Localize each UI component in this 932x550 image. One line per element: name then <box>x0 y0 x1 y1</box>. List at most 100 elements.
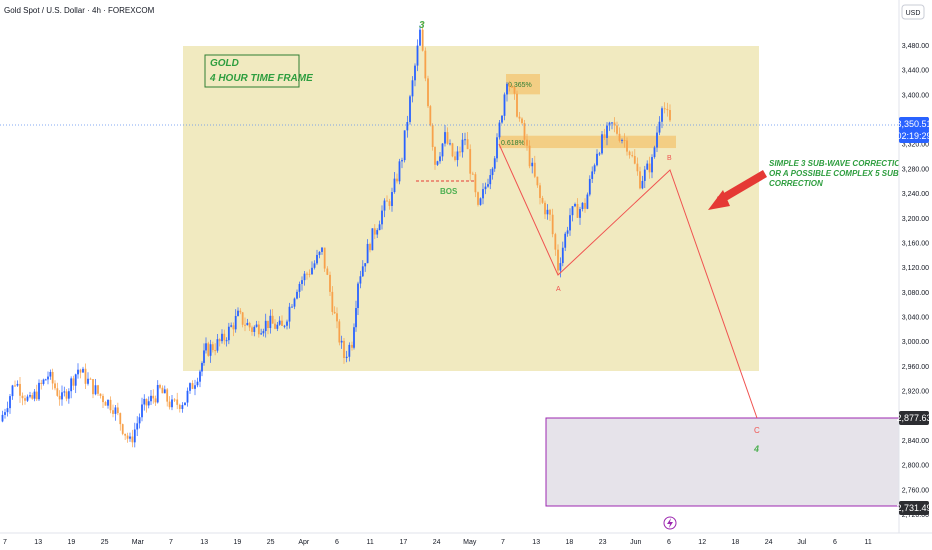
candle-body <box>298 283 301 292</box>
candle-body <box>4 412 6 415</box>
candle-body <box>516 93 518 117</box>
candle-body <box>293 298 296 307</box>
candle-body <box>230 325 233 327</box>
candle-body <box>414 65 416 81</box>
candle-body <box>173 399 176 401</box>
candle-body <box>431 125 434 148</box>
candle-body <box>603 134 606 138</box>
candle-body <box>584 202 586 209</box>
candle-body <box>166 389 169 402</box>
price-axis-panel <box>899 0 932 550</box>
candle-body <box>345 356 348 359</box>
candle-body <box>669 110 671 121</box>
y-tick-label: 3,160.00 <box>902 240 929 247</box>
candle-body <box>621 139 623 141</box>
candle-body <box>454 156 456 161</box>
candle-body <box>126 435 129 439</box>
candle-body <box>63 391 66 393</box>
y-tick-label: 3,000.00 <box>902 339 929 346</box>
candle-body <box>207 343 210 356</box>
candle-body <box>246 322 249 326</box>
candle-body <box>586 194 589 209</box>
candle-body <box>658 121 661 133</box>
correction-note-line-3: CORRECTION <box>769 179 823 188</box>
y-tick-label: 2,720.00 <box>902 512 929 519</box>
x-tick-label: 6 <box>335 539 339 546</box>
x-tick-label: 25 <box>267 539 275 546</box>
candle-body <box>484 186 487 190</box>
y-tick-label: 3,280.00 <box>902 166 929 173</box>
candle-body <box>364 263 367 267</box>
currency-button[interactable] <box>901 4 925 20</box>
candle-body <box>269 315 272 329</box>
candle-body <box>641 180 644 189</box>
y-tick-label: 3,040.00 <box>902 315 929 322</box>
candle-body <box>559 263 562 271</box>
candle-body <box>434 147 436 165</box>
candle-body <box>129 436 131 439</box>
candle-body <box>1 414 4 422</box>
red-arrow-icon <box>708 170 767 210</box>
candle-body <box>355 308 357 328</box>
candle-body <box>49 371 52 377</box>
candle-body <box>518 116 521 119</box>
candle-body <box>386 200 388 202</box>
target-bottom-tag: 2,731.49 <box>896 501 932 515</box>
candle-body <box>441 143 444 157</box>
candle-body <box>646 163 649 170</box>
candle-body <box>554 234 557 250</box>
candle-body <box>264 320 267 332</box>
candle-body <box>218 339 221 342</box>
candle-body <box>601 134 603 154</box>
y-tick-label: 3,240.00 <box>902 191 929 198</box>
y-tick-label: 3,400.00 <box>902 92 929 99</box>
x-tick-label: 24 <box>433 539 441 546</box>
y-tick-label: 3,120.00 <box>902 265 929 272</box>
candle-body <box>296 291 298 299</box>
candle-body <box>369 243 371 251</box>
x-tick-label: 17 <box>400 539 408 546</box>
candle-body <box>308 273 311 275</box>
fib-box <box>499 135 676 149</box>
candle-body <box>225 340 228 342</box>
candle-body <box>566 230 569 234</box>
candle-body <box>489 175 492 185</box>
candle-body <box>131 436 134 443</box>
candle-body <box>544 202 546 215</box>
candle-body <box>181 405 184 409</box>
candle-body <box>419 29 421 46</box>
x-tick-label: 23 <box>599 539 607 546</box>
candle-body <box>366 243 369 264</box>
candle-body <box>51 371 54 384</box>
candle-body <box>241 312 244 325</box>
x-tick-label: 19 <box>68 539 76 546</box>
candle-body <box>211 344 214 351</box>
x-tick-label: 12 <box>698 539 706 546</box>
current-price-value: 3,350.51 <box>896 119 932 129</box>
y-tick-label: 2,960.00 <box>902 364 929 371</box>
candle-body <box>121 424 124 434</box>
candle-body <box>536 176 539 186</box>
candle-body <box>288 306 291 322</box>
candle-body <box>214 350 217 352</box>
candle-body <box>444 132 446 144</box>
candle-body <box>67 391 70 399</box>
candle-body <box>44 379 47 381</box>
candle-body <box>606 125 608 138</box>
candle-body <box>316 254 318 264</box>
candle-body <box>340 340 343 343</box>
candle-body <box>138 417 141 424</box>
candle-body <box>493 158 496 169</box>
target-bottom-value: 2,731.49 <box>896 503 932 513</box>
candle-body <box>643 169 646 181</box>
y-tick-label: 3,480.00 <box>902 43 929 50</box>
x-axis: 7 13 19 25 Mar 7 13 19 25 Apr 6 11 17 24 May 7 13 18 23 Jun… <box>3 539 872 546</box>
candle-body <box>72 378 75 386</box>
candle-body <box>628 151 631 156</box>
candle-body <box>133 429 136 443</box>
lightning-icon[interactable] <box>663 516 677 530</box>
candle-body <box>262 331 265 334</box>
candle-body <box>35 391 38 400</box>
candle-body <box>318 251 321 255</box>
